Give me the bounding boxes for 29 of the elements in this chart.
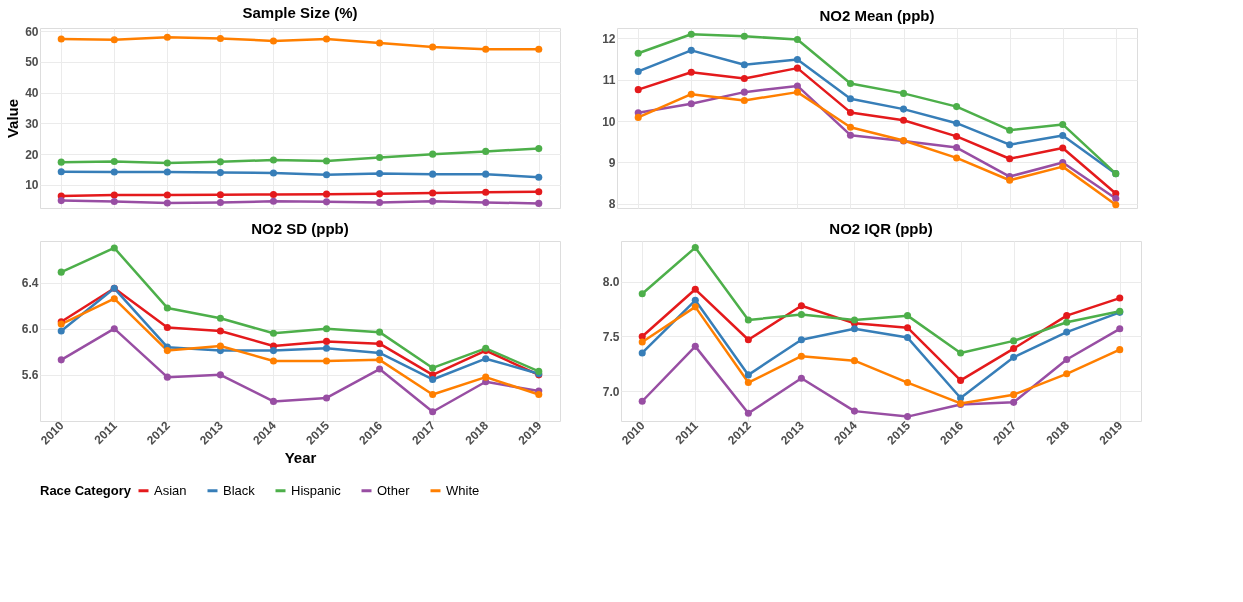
y-tick-label: 11: [602, 73, 616, 88]
chart-title: NO2 SD (ppb): [251, 220, 349, 237]
y-tick-label: 9: [608, 155, 616, 170]
y-tick-label: 7.5: [602, 329, 620, 344]
y-tick-label: 50: [25, 55, 39, 70]
y-tick-label: 8: [608, 197, 616, 212]
legend-label: Asian: [154, 482, 187, 498]
chart-title: NO2 Mean (ppb): [819, 7, 935, 24]
y-tick-label: 30: [25, 116, 39, 131]
legend-title: Race Category: [40, 483, 132, 498]
y-tick-label: 10: [25, 178, 39, 193]
legend-label: Hispanic: [291, 482, 342, 498]
chart-title: NO2 IQR (ppb): [829, 220, 933, 237]
y-tick-label: 10: [602, 114, 616, 129]
y-tick-label: 40: [25, 86, 39, 101]
y-tick-label: 6.4: [21, 276, 39, 291]
y-tick-label: 8.0: [602, 275, 620, 290]
legend-label: Other: [377, 482, 411, 498]
y-tick-label: 7.0: [602, 384, 620, 399]
y-tick-label: 12: [602, 31, 616, 46]
legend-label: White: [446, 482, 480, 498]
y-tick-label: 5.6: [21, 368, 39, 383]
y-tick-label: 60: [25, 24, 39, 39]
y-tick-label: 6.0: [21, 322, 39, 337]
x-axis-title: Year: [284, 448, 317, 466]
legend-label: Black: [223, 482, 256, 498]
chart-title: Sample Size (%): [242, 4, 358, 22]
y-tick-label: 20: [25, 147, 39, 162]
y-axis-title: Value: [4, 98, 22, 139]
